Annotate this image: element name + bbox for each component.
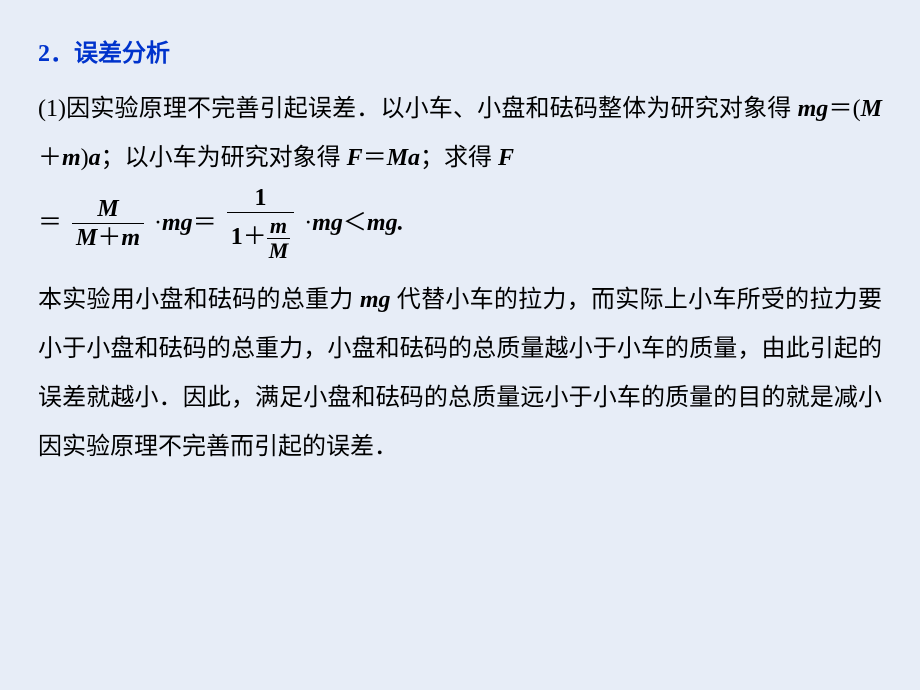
frac2-den: 1＋ m M bbox=[227, 213, 295, 262]
eq1-m: m bbox=[62, 145, 81, 171]
p2-mg: mg bbox=[360, 287, 391, 313]
eq1-M: M bbox=[861, 96, 882, 122]
frac2-den-1: 1 bbox=[231, 224, 243, 250]
frac2-num: 1 bbox=[227, 186, 295, 213]
nested-den: M bbox=[267, 239, 291, 262]
paragraph-2: 本实验用小盘和砝码的总重力 mg 代替小车的拉力，而实际上小车所受的拉力要小于小… bbox=[38, 276, 882, 473]
eq1-close: ) bbox=[81, 145, 89, 171]
paragraph-1: (1)因实验原理不完善引起误差．以小车、小盘和砝码整体为研究对象得 mg＝(M＋… bbox=[38, 85, 882, 183]
frac1-den-plus: ＋ bbox=[97, 225, 121, 251]
fraction-1: M M＋m bbox=[72, 197, 144, 250]
f-dot2: · bbox=[304, 199, 312, 248]
frac1-num: M bbox=[72, 197, 144, 224]
f-eq2: ＝ bbox=[193, 199, 217, 248]
f-period: . bbox=[398, 199, 404, 248]
formula-row: ＝ M M＋m ·mg＝ 1 1＋ m M ·mg＜mg. bbox=[38, 186, 882, 262]
frac1-den-m: m bbox=[121, 225, 140, 251]
eq1-plus: ＋ bbox=[38, 145, 62, 171]
frac1-den: M＋m bbox=[72, 224, 144, 250]
f-mg1: mg bbox=[162, 199, 193, 248]
f-lt: ＜ bbox=[343, 199, 367, 248]
p2-text-a: 本实验用小盘和砝码的总重力 bbox=[38, 287, 360, 313]
f-eq1: ＝ bbox=[38, 199, 62, 248]
section-heading: 2．误差分析 bbox=[38, 30, 882, 79]
p1-text-b: ；以小车为研究对象得 bbox=[101, 145, 347, 171]
f-mg2: mg bbox=[312, 199, 343, 248]
f-dot1: · bbox=[154, 199, 162, 248]
f-mg3: mg bbox=[367, 199, 398, 248]
document-page: 2．误差分析 (1)因实验原理不完善引起误差．以小车、小盘和砝码整体为研究对象得… bbox=[0, 0, 920, 502]
frac1-den-M: M bbox=[76, 225, 97, 251]
eq1-a: a bbox=[89, 145, 101, 171]
nested-fraction: m M bbox=[267, 215, 291, 262]
nested-num: m bbox=[267, 215, 291, 239]
fraction-2: 1 1＋ m M bbox=[227, 186, 295, 262]
frac2-den-plus: ＋ bbox=[243, 224, 267, 250]
eq2-Ma: Ma bbox=[387, 145, 420, 171]
eq1-eq: ＝ bbox=[828, 96, 852, 122]
eq1-open: ( bbox=[853, 96, 861, 122]
eq1-mg: mg bbox=[798, 96, 829, 122]
eq2-F: F bbox=[347, 145, 363, 171]
eq2-eq: ＝ bbox=[363, 145, 387, 171]
p1-text-a: (1)因实验原理不完善引起误差．以小车、小盘和砝码整体为研究对象得 bbox=[38, 96, 798, 122]
eq3-F: F bbox=[498, 145, 514, 171]
p1-text-c: ；求得 bbox=[420, 145, 498, 171]
